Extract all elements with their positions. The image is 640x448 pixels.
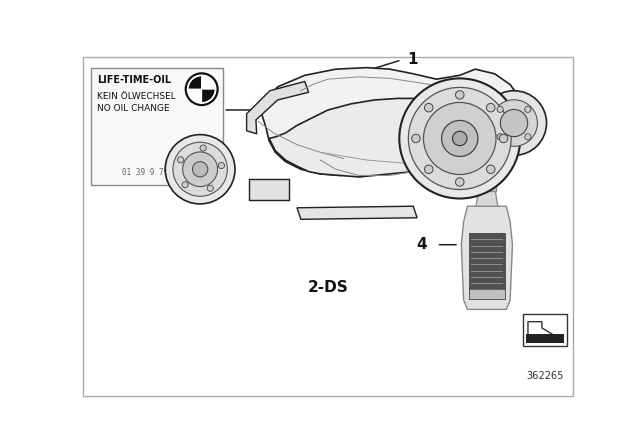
Circle shape bbox=[500, 109, 527, 137]
Circle shape bbox=[481, 90, 547, 155]
Circle shape bbox=[525, 106, 531, 112]
Polygon shape bbox=[297, 206, 417, 220]
Polygon shape bbox=[476, 191, 498, 206]
Text: 362265: 362265 bbox=[526, 370, 564, 381]
Polygon shape bbox=[461, 206, 513, 310]
Wedge shape bbox=[188, 89, 202, 103]
Circle shape bbox=[182, 152, 218, 186]
Circle shape bbox=[456, 90, 464, 99]
Circle shape bbox=[173, 142, 227, 196]
FancyBboxPatch shape bbox=[469, 289, 505, 299]
Circle shape bbox=[491, 100, 538, 146]
Text: 2-DS: 2-DS bbox=[308, 280, 348, 295]
Polygon shape bbox=[259, 68, 524, 176]
Circle shape bbox=[200, 145, 206, 151]
Circle shape bbox=[182, 181, 188, 188]
Circle shape bbox=[193, 162, 208, 177]
FancyBboxPatch shape bbox=[469, 233, 505, 299]
Circle shape bbox=[408, 87, 511, 190]
Wedge shape bbox=[483, 123, 545, 155]
Circle shape bbox=[525, 134, 531, 140]
Circle shape bbox=[218, 163, 225, 168]
Wedge shape bbox=[188, 76, 202, 89]
FancyBboxPatch shape bbox=[527, 334, 564, 343]
Text: 3: 3 bbox=[283, 103, 294, 117]
Polygon shape bbox=[249, 179, 289, 200]
Polygon shape bbox=[477, 181, 496, 191]
Circle shape bbox=[424, 165, 433, 173]
Circle shape bbox=[177, 157, 184, 163]
Circle shape bbox=[412, 134, 420, 143]
Wedge shape bbox=[202, 89, 215, 103]
Text: 01 39 9 791 197: 01 39 9 791 197 bbox=[122, 168, 192, 177]
Circle shape bbox=[486, 103, 495, 112]
Polygon shape bbox=[246, 82, 308, 134]
FancyBboxPatch shape bbox=[524, 314, 566, 346]
Circle shape bbox=[499, 134, 508, 143]
Text: LIFE-TIME-OIL: LIFE-TIME-OIL bbox=[97, 75, 171, 85]
FancyBboxPatch shape bbox=[91, 68, 223, 185]
Circle shape bbox=[452, 131, 467, 146]
Polygon shape bbox=[269, 99, 487, 177]
Circle shape bbox=[497, 134, 503, 140]
Circle shape bbox=[424, 103, 433, 112]
Text: KEIN ÖLWECHSEL: KEIN ÖLWECHSEL bbox=[97, 92, 176, 101]
Circle shape bbox=[486, 165, 495, 173]
Circle shape bbox=[187, 74, 216, 104]
Circle shape bbox=[497, 106, 503, 112]
Wedge shape bbox=[202, 76, 215, 89]
Circle shape bbox=[456, 178, 464, 186]
Text: NO OIL CHANGE: NO OIL CHANGE bbox=[97, 104, 170, 113]
Circle shape bbox=[165, 134, 235, 204]
Text: 1: 1 bbox=[407, 52, 417, 67]
Circle shape bbox=[184, 72, 219, 106]
Circle shape bbox=[207, 185, 213, 191]
Circle shape bbox=[399, 78, 520, 198]
FancyBboxPatch shape bbox=[83, 57, 573, 396]
Text: 4: 4 bbox=[417, 237, 428, 252]
Circle shape bbox=[424, 103, 496, 175]
Circle shape bbox=[442, 121, 478, 156]
